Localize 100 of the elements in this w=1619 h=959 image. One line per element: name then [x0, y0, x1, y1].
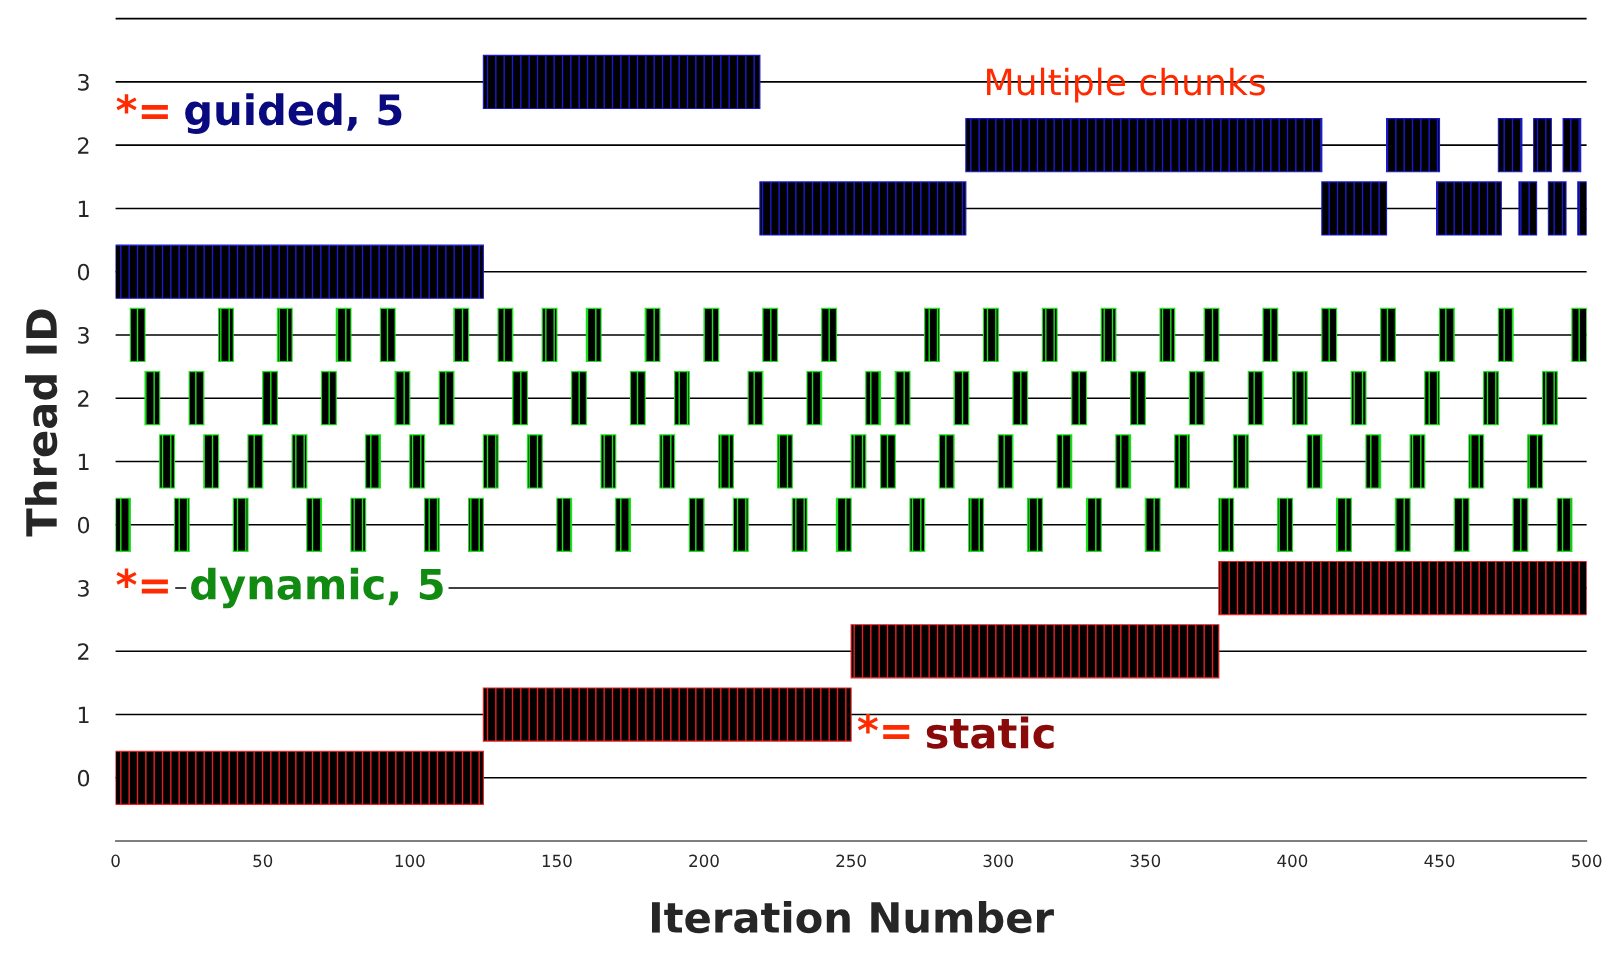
bar [394, 371, 411, 426]
y-tick-label: 0 [77, 516, 90, 534]
bar [115, 244, 484, 299]
bar [1041, 307, 1058, 363]
y-tick-label: 2 [78, 137, 89, 154]
bar [1380, 307, 1396, 363]
bar [850, 624, 1220, 679]
bar [276, 307, 293, 363]
bar [850, 434, 867, 489]
y-tick-label: 2 [78, 643, 89, 660]
bar [1386, 118, 1441, 173]
bar [1174, 434, 1190, 489]
y-tick-label: 2 [78, 390, 89, 407]
bar [879, 434, 896, 489]
x-tick-label: 300 [983, 854, 1014, 868]
bar [115, 497, 131, 552]
bar [1188, 371, 1205, 426]
bar [1556, 497, 1573, 552]
bar [1453, 497, 1470, 552]
bar [1424, 371, 1441, 426]
y-axis-title: Thread ID [25, 309, 58, 537]
bar [1203, 307, 1220, 363]
x-tick-label: 250 [836, 854, 866, 868]
annotation: *= [857, 714, 910, 739]
bar [865, 371, 882, 426]
y-tick-label: 3 [78, 326, 89, 344]
x-tick-label: 200 [689, 854, 719, 868]
annotation: *= [116, 568, 168, 594]
bar [982, 307, 999, 363]
bar [335, 307, 352, 363]
bar [1321, 181, 1388, 236]
bar [129, 307, 146, 363]
y-tick-label: 3 [78, 73, 89, 91]
bar [1518, 181, 1538, 236]
bar [1350, 371, 1367, 426]
y-tick-label: 0 [77, 769, 90, 787]
y-tick-label: 1 [78, 453, 89, 470]
bar [968, 497, 985, 552]
bar [821, 307, 837, 363]
bar [115, 750, 484, 805]
bar [1541, 371, 1558, 426]
bar [762, 307, 779, 363]
bar [218, 307, 234, 363]
bar [291, 434, 308, 489]
x-axis-title: Iteration Number [651, 900, 1054, 934]
bar [1483, 371, 1499, 426]
bar [585, 307, 602, 363]
bar [512, 371, 529, 426]
annotation: *= [116, 94, 168, 120]
x-tick-label: 400 [1277, 854, 1308, 868]
bar [468, 497, 484, 552]
bar [1438, 307, 1455, 363]
bar [732, 497, 749, 552]
x-tick-label: 0 [111, 854, 120, 868]
bar [1394, 497, 1411, 552]
bar [232, 497, 249, 552]
bar [571, 371, 587, 426]
bar [482, 54, 761, 110]
x-tick-label: 150 [542, 854, 572, 868]
bar [247, 434, 264, 489]
bar [188, 371, 205, 426]
annotation: static [926, 716, 1054, 749]
bar [703, 307, 720, 363]
bar [1159, 307, 1176, 363]
bar [320, 371, 337, 426]
bar [1497, 118, 1523, 173]
bar [965, 118, 1323, 173]
bar [144, 371, 161, 426]
bar [1409, 434, 1426, 489]
bar [556, 497, 573, 552]
bar [1115, 434, 1132, 489]
bar [1012, 371, 1029, 426]
bar [1527, 434, 1544, 489]
bar [1365, 434, 1382, 489]
bar [718, 434, 734, 489]
bar [1056, 434, 1073, 489]
bar [409, 434, 426, 489]
bar [747, 371, 764, 426]
y-tick-label: 3 [78, 579, 89, 597]
bar [835, 497, 852, 552]
bar [1497, 307, 1514, 363]
bar [688, 497, 705, 552]
bar [482, 434, 499, 489]
bar [1547, 181, 1567, 236]
bar [526, 434, 543, 489]
bar [159, 434, 175, 489]
bar [1144, 497, 1161, 552]
bar [1085, 497, 1102, 552]
bar [306, 497, 323, 552]
bar [365, 434, 381, 489]
bar [1130, 371, 1146, 426]
bar [1577, 181, 1587, 236]
bar [1306, 434, 1323, 489]
bar [1436, 181, 1502, 236]
bar [1071, 371, 1088, 426]
bar [1468, 434, 1485, 489]
x-tick-label: 50 [253, 854, 273, 868]
annotation: dynamic, 5 [191, 567, 443, 609]
bar [644, 307, 661, 363]
bar [759, 181, 967, 236]
